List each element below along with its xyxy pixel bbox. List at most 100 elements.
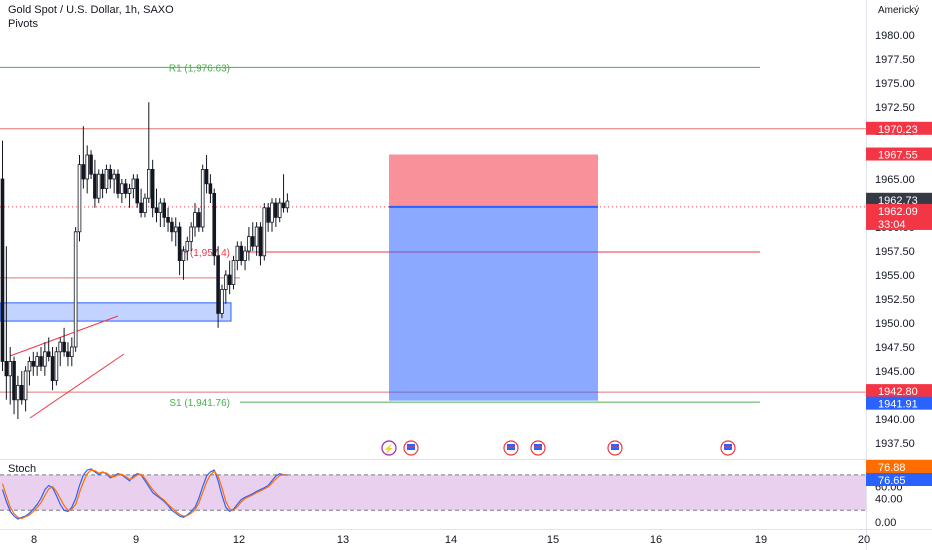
price-axis-tick: 1950.00	[875, 318, 915, 330]
price-axis-tick: 1955.00	[875, 270, 915, 282]
candle-body	[46, 351, 51, 357]
price-axis-tick: 1937.50	[875, 438, 915, 450]
pivot-label-s1: S1 (1,941.76)	[169, 398, 230, 409]
candle-body	[185, 240, 190, 252]
candle-body	[204, 168, 209, 185]
time-axis-tick: 13	[337, 534, 349, 546]
price-label-text: 1941.91	[878, 399, 918, 411]
price-label-badge	[866, 121, 932, 135]
demand-zone-rectangle[interactable]	[0, 302, 232, 322]
dividend-event-icon[interactable]	[381, 440, 397, 456]
indicator-legend-pivots[interactable]: Pivots	[8, 18, 38, 30]
candle-body	[73, 231, 78, 348]
candle-body	[112, 173, 116, 180]
time-axis-tick: 8	[31, 534, 37, 546]
stoch-value-d: 76.88	[878, 462, 906, 474]
candle-body	[27, 360, 32, 372]
axis-corner-label: Americký	[878, 5, 919, 16]
price-label-badge	[866, 384, 932, 398]
candle-body	[77, 164, 82, 233]
price-label-text: 1962.73	[878, 195, 918, 207]
price-axis-tick: 1972.50	[875, 102, 915, 114]
candle-body	[93, 173, 97, 199]
chart-title: Gold Spot / U.S. Dollar, 1h, SAXO	[8, 4, 174, 16]
candle-body	[177, 226, 182, 261]
price-label-badge	[866, 147, 932, 161]
stoch-d-line[interactable]	[1, 469, 288, 520]
candle-body	[200, 168, 205, 228]
candle-body	[216, 255, 220, 314]
pivot-label-p: P (1,957.4)	[181, 248, 230, 259]
candle-body	[19, 384, 24, 401]
time-axis-tick: 9	[133, 534, 139, 546]
candle-body	[123, 183, 128, 194]
stoch-value-k: 76.65	[878, 475, 906, 487]
time-axis-tick: 16	[650, 534, 662, 546]
stoch-value-badge-k	[866, 473, 932, 486]
candle-body	[270, 202, 274, 223]
candle-body	[250, 236, 255, 247]
flash-event-glyph: ⚡	[383, 443, 394, 455]
candle-body	[223, 274, 228, 290]
stoch-k-line[interactable]	[1, 468, 288, 520]
candle-body	[108, 168, 113, 180]
short-position-target-zone[interactable]	[389, 206, 598, 401]
candle-body	[150, 168, 155, 209]
candle-body	[262, 207, 267, 257]
candle-body	[181, 250, 186, 262]
price-axis-tick: 1975.00	[875, 78, 915, 90]
candle-body	[258, 226, 263, 257]
candle-body	[197, 212, 201, 228]
price-axis-tick: 1952.50	[875, 294, 915, 306]
candle-body	[247, 236, 251, 252]
candle-body	[39, 356, 43, 367]
stoch-legend[interactable]: Stoch	[8, 463, 37, 475]
price-label-badge	[866, 203, 932, 230]
time-axis-tick: 14	[445, 534, 457, 546]
candle-body	[166, 216, 170, 223]
time-axis-tick: 19	[755, 534, 767, 546]
price-label-text: 1962.09	[878, 206, 918, 218]
price-label-text: 1967.55	[878, 150, 918, 162]
price-axis-tick: 1980.00	[875, 30, 915, 42]
candle-body	[50, 356, 55, 382]
candle-body	[254, 226, 259, 247]
candle-body	[62, 341, 66, 353]
candle-body	[243, 250, 247, 262]
stoch-axis-tick: 0.00	[875, 517, 896, 529]
candle-body	[146, 168, 151, 199]
candle-body	[227, 274, 232, 286]
candle-body	[173, 226, 178, 233]
candle-body	[81, 164, 86, 180]
candle-body	[85, 154, 90, 180]
candle-body	[58, 341, 63, 353]
candle-body	[277, 202, 282, 218]
candle-body	[239, 245, 244, 261]
trendline-lower[interactable]	[29, 353, 125, 419]
stoch-axis-tick: 40.00	[875, 493, 903, 505]
price-axis-tick: 1945.00	[875, 366, 915, 378]
candle-body	[23, 370, 28, 401]
candle-body	[158, 202, 163, 213]
candle-body	[143, 197, 147, 213]
candle-body	[0, 178, 5, 362]
candle-body	[208, 183, 213, 194]
candle-body	[100, 173, 105, 189]
price-axis-tick: 1977.50	[875, 54, 915, 66]
candle-body	[212, 192, 217, 257]
candle-body	[170, 221, 174, 233]
price-axis-tick: 1957.50	[875, 246, 915, 258]
candle-body	[31, 360, 36, 367]
candle-body	[104, 168, 109, 189]
time-axis-tick: 12	[233, 534, 245, 546]
short-position-stop-zone[interactable]	[389, 154, 598, 207]
price-axis-tick: 1965.00	[875, 174, 915, 186]
candle-body	[189, 226, 193, 242]
price-label-text: 1942.80	[878, 386, 918, 398]
price-label-text: 1970.23	[878, 124, 918, 136]
candle-body	[120, 183, 124, 194]
candle-body	[70, 346, 74, 357]
price-label-badge	[866, 192, 932, 206]
